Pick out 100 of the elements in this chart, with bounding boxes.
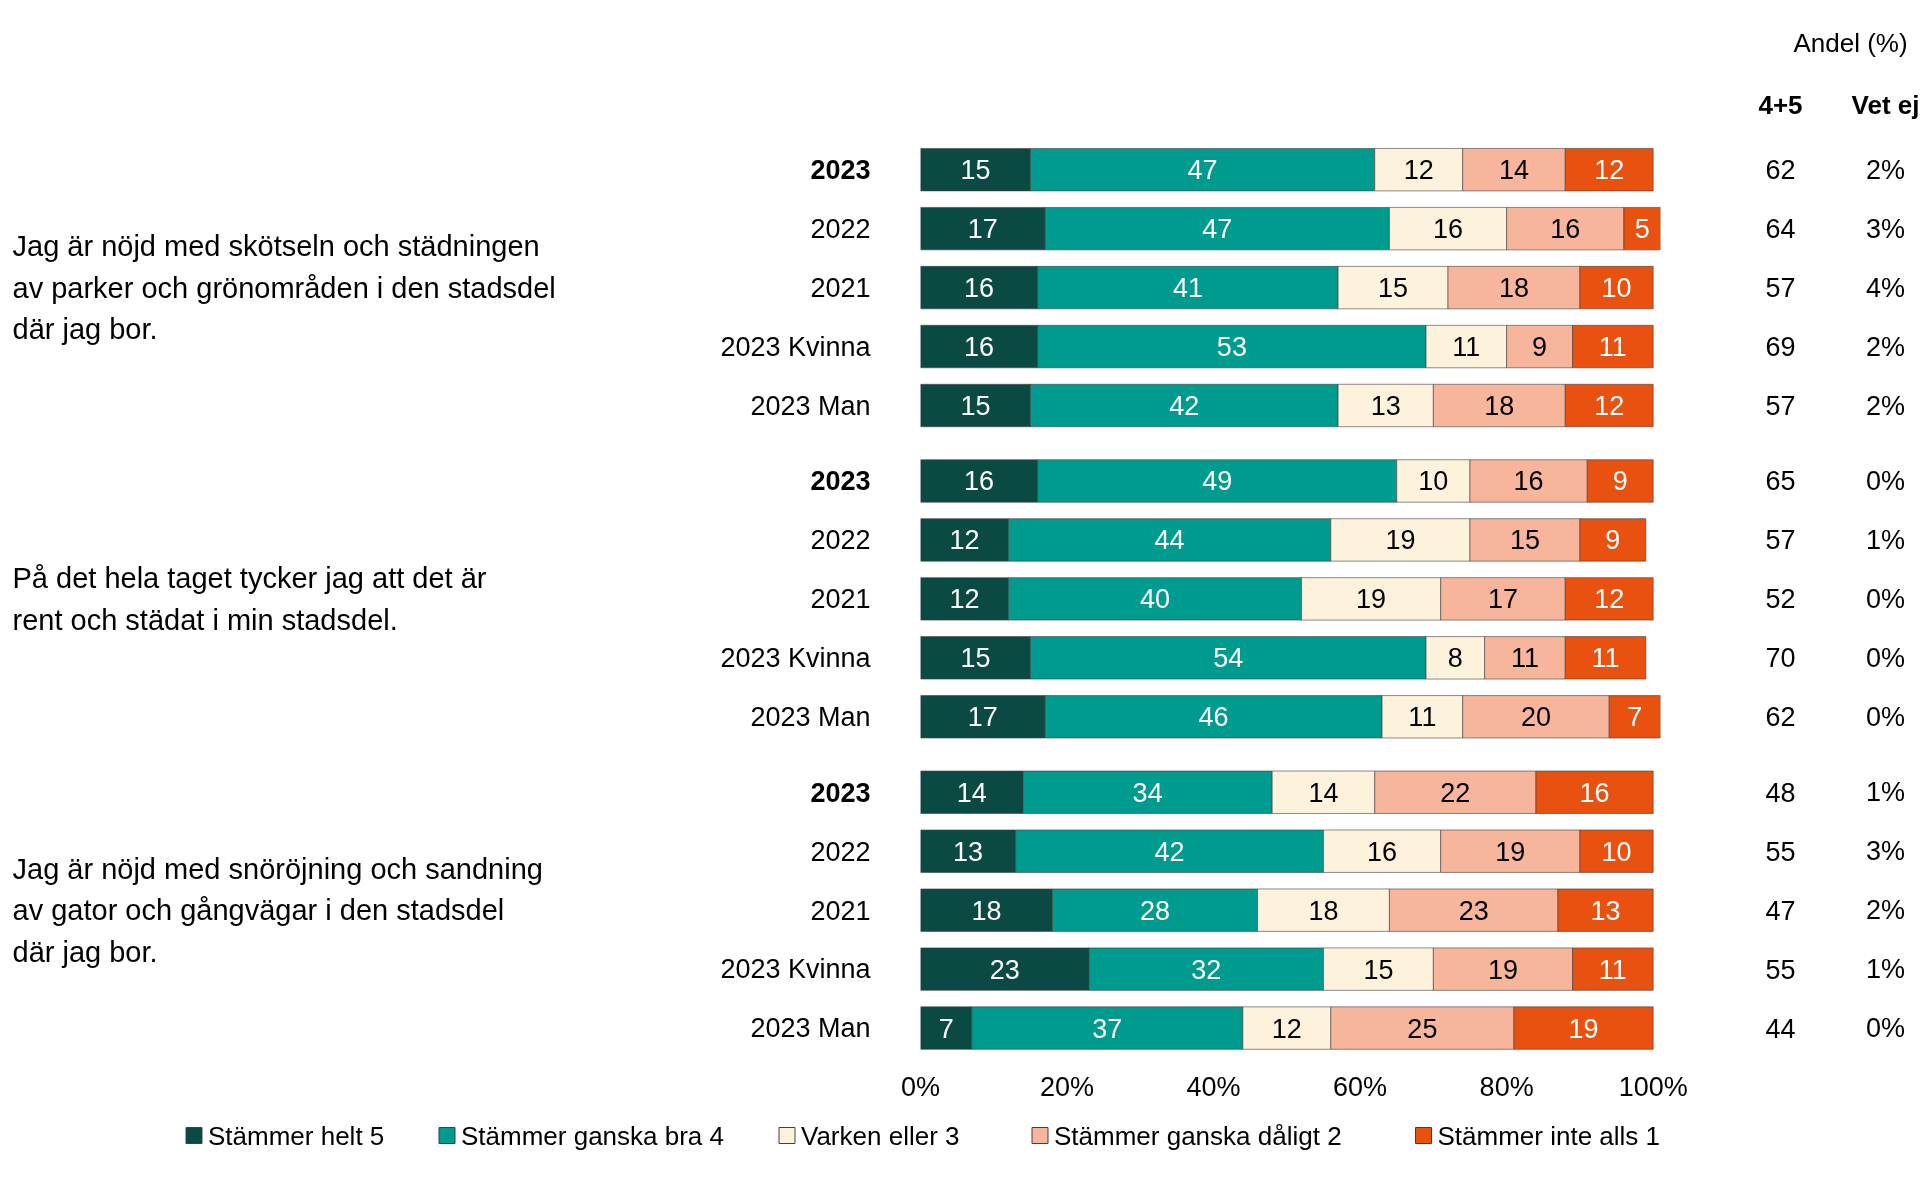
text: 64 [1765, 214, 1796, 245]
data-label: 19 [1487, 954, 1519, 985]
y-tick-label: 2022 [810, 214, 871, 245]
text: 52 [1765, 584, 1796, 615]
text: Vet ej [1851, 89, 1920, 120]
legend-label: Stämmer ganska dåligt 2 [1054, 1120, 1342, 1151]
data-label: 54 [1213, 643, 1244, 674]
data-label: 11 [1510, 643, 1539, 674]
data-label: 16 [1579, 777, 1610, 808]
data-label: 42 [1154, 836, 1185, 867]
text: 55 [1765, 836, 1796, 867]
data-label: 19 [1385, 525, 1416, 556]
y-tick-label: 2021 [810, 273, 871, 304]
data-label: 44 [1154, 525, 1185, 556]
data-label: 9 [1532, 332, 1548, 363]
text: 0% [1865, 1013, 1906, 1044]
data-label: 20 [1520, 702, 1551, 733]
data-label: 15 [1378, 273, 1409, 304]
text: 65 [1765, 466, 1796, 497]
data-label: 23 [1458, 895, 1489, 926]
y-tick-label: 2022 [810, 525, 871, 556]
data-label: 8 [1447, 643, 1463, 674]
data-label: 9 [1605, 525, 1621, 556]
data-label: 17 [1487, 584, 1519, 615]
y-tick-label: 2023 Man [750, 701, 871, 732]
y-tick-label: 2023 Man [750, 1013, 871, 1044]
data-label: 47 [1202, 214, 1233, 245]
data-label: 22 [1440, 777, 1471, 808]
text: 47 [1765, 895, 1796, 926]
text: 2% [1865, 154, 1906, 185]
x-tick-label: 100% [1618, 1071, 1688, 1102]
data-label: 14 [1308, 777, 1339, 808]
text: På det hela taget tycker jag att det är rent och städat i min stadsdel. [12, 562, 487, 636]
data-label: 19 [1495, 836, 1526, 867]
data-label: 13 [953, 836, 984, 867]
x-tick-label: 80% [1479, 1071, 1534, 1102]
x-tick-label: 40% [1186, 1071, 1241, 1102]
data-label: 7 [938, 1013, 954, 1044]
y-tick-label: 2023 [810, 777, 871, 808]
data-label: 12 [1271, 1013, 1302, 1044]
data-label: 12 [949, 584, 980, 615]
text: 62 [1765, 155, 1796, 186]
data-label: 15 [960, 391, 991, 421]
data-label: 13 [1590, 895, 1621, 926]
data-label: 16 [964, 273, 995, 304]
text: Andel (%) [1793, 27, 1908, 58]
data-label: 16 [1433, 214, 1464, 245]
data-label: 53 [1216, 332, 1247, 363]
legend-label: Varken eller 3 [801, 1120, 960, 1151]
text: 55 [1765, 954, 1796, 985]
text: 48 [1765, 777, 1796, 808]
data-label: 5 [1634, 214, 1650, 245]
y-tick-label: 2023 Kvinna [720, 954, 872, 985]
text: 0% [1865, 701, 1906, 732]
data-label: 17 [967, 214, 998, 245]
text: 1% [1865, 777, 1906, 808]
text: 3% [1865, 836, 1906, 867]
y-tick-label: 2023 [810, 466, 871, 497]
data-label: 11 [1408, 702, 1437, 733]
y-tick-label: 2023 Kvinna [720, 642, 872, 673]
data-label: 13 [1370, 391, 1401, 421]
data-label: 10 [1601, 836, 1632, 867]
y-tick-label: 2021 [810, 584, 871, 615]
data-label: 11 [1598, 332, 1627, 363]
text: 57 [1765, 391, 1796, 421]
legend-label: Stämmer helt 5 [208, 1120, 385, 1151]
data-label: 10 [1601, 273, 1632, 304]
data-label: 14 [1498, 155, 1529, 186]
data-label: 12 [1594, 155, 1625, 186]
data-label: 19 [1356, 584, 1387, 615]
text: 57 [1765, 273, 1796, 304]
y-tick-label: 2022 [810, 836, 871, 867]
text: Jag är nöjd med skötseln och städningen av parker och grönområden i den stadsdel där jag bor. [12, 229, 556, 346]
x-tick-label: 20% [1040, 1071, 1095, 1102]
legend-label: Stämmer inte alls 1 [1437, 1120, 1661, 1151]
data-label: 23 [989, 954, 1020, 985]
text: 1% [1865, 954, 1906, 985]
data-label: 46 [1198, 702, 1229, 733]
data-label: 16 [964, 332, 995, 363]
text: 69 [1765, 332, 1796, 363]
data-label: 19 [1568, 1013, 1599, 1044]
data-label: 11 [1598, 954, 1627, 985]
x-tick-label: 60% [1333, 1071, 1388, 1102]
data-label: 12 [1403, 155, 1434, 186]
data-label: 32 [1191, 954, 1222, 985]
y-tick-label: 2021 [810, 895, 871, 926]
text: 4+5 [1758, 89, 1803, 120]
data-label: 16 [1367, 836, 1398, 867]
text: 1% [1865, 524, 1906, 555]
data-label: 17 [967, 702, 998, 733]
data-label: 16 [1550, 214, 1581, 245]
y-tick-label: 2023 Man [750, 390, 871, 421]
data-label: 12 [949, 525, 980, 556]
text: 62 [1765, 702, 1796, 733]
text: 3% [1865, 213, 1906, 244]
data-label: 16 [964, 466, 995, 497]
data-label: 47 [1187, 155, 1218, 186]
data-label: 25 [1407, 1013, 1438, 1044]
data-label: 12 [1594, 584, 1625, 615]
text: 0% [1865, 642, 1906, 673]
